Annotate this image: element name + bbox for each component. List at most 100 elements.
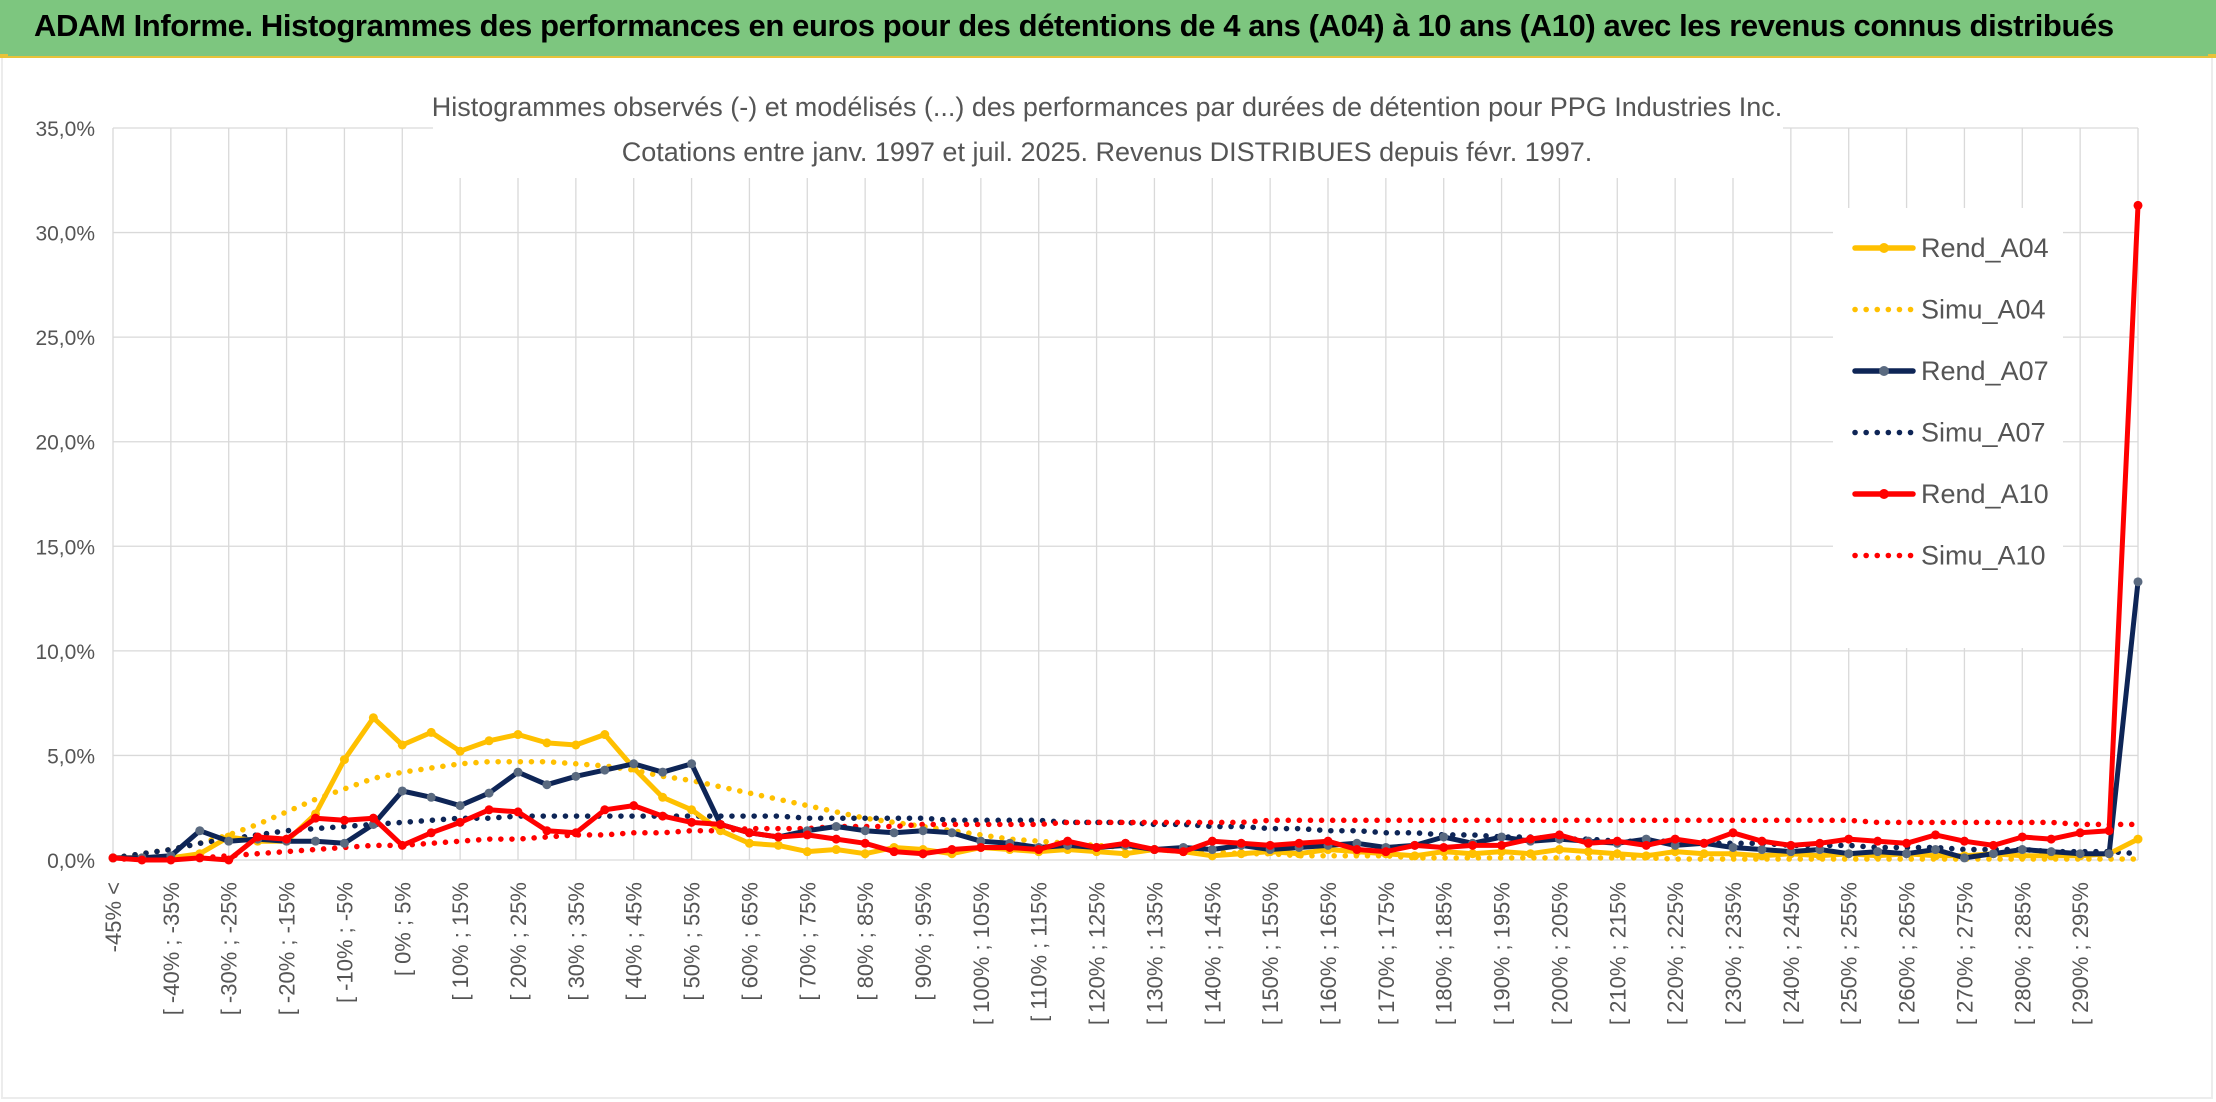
x-tick-label: [ 270% ; 275% (1952, 882, 1977, 1025)
data-point-rend_a10 (687, 817, 697, 827)
data-point-rend_a10 (2017, 832, 2027, 842)
data-point-rend_a04 (773, 840, 783, 850)
x-tick-label: [ 220% ; 225% (1663, 882, 1688, 1025)
data-point-rend_a04 (1410, 851, 1420, 861)
data-point-rend_a07 (542, 780, 552, 790)
data-point-rend_a07 (2075, 849, 2085, 859)
x-tick-label: [ 190% ; 195% (1490, 882, 1515, 1025)
data-point-rend_a10 (1902, 838, 1912, 848)
data-point-rend_a10 (802, 830, 812, 840)
data-point-rend_a10 (1178, 847, 1188, 857)
data-point-rend_a07 (1786, 847, 1796, 857)
data-point-rend_a10 (1468, 840, 1478, 850)
data-point-rend_a04 (1468, 849, 1478, 859)
data-point-rend_a10 (1497, 840, 1507, 850)
data-point-rend_a07 (1757, 845, 1767, 855)
x-tick-label: [ 180% ; 185% (1432, 882, 1457, 1025)
data-point-rend_a04 (600, 730, 610, 740)
data-point-rend_a10 (195, 853, 205, 863)
x-tick-label: [ 230% ; 235% (1721, 882, 1746, 1025)
data-point-rend_a07 (947, 828, 957, 838)
data-point-rend_a07 (224, 836, 234, 846)
data-point-rend_a10 (1439, 842, 1449, 852)
x-tick-label: [ 200% ; 205% (1547, 882, 1572, 1025)
data-point-rend_a10 (253, 832, 263, 842)
x-tick-label: [ 0% ; 5% (390, 882, 415, 976)
y-tick-label: 25,0% (35, 327, 95, 350)
y-tick-label: 0,0% (47, 850, 95, 873)
data-point-rend_a10 (860, 838, 870, 848)
data-point-rend_a04 (2017, 851, 2027, 861)
data-point-rend_a10 (629, 801, 639, 811)
x-tick-label: [ 290% ; 295% (2068, 882, 2093, 1025)
y-tick-label: 10,0% (35, 641, 95, 664)
legend-label-simu_a10: Simu_A10 (1921, 541, 2046, 571)
data-point-rend_a04 (397, 740, 407, 750)
data-point-rend_a10 (1063, 836, 1073, 846)
x-tick-label: [ 130% ; 135% (1142, 882, 1167, 1025)
data-point-rend_a04 (1526, 849, 1535, 859)
x-tick-label: [ -10% ; -5% (332, 882, 357, 1003)
data-point-rend_a10 (1207, 836, 1217, 846)
x-tick-label: [ -20% ; -15% (275, 882, 300, 1015)
data-point-rend_a04 (1612, 849, 1622, 859)
data-point-rend_a10 (1294, 838, 1304, 848)
data-point-rend_a07 (889, 828, 899, 838)
data-point-rend_a07 (1931, 845, 1940, 855)
data-point-rend_a10 (1670, 834, 1680, 844)
chart-title-background (433, 76, 1783, 178)
data-point-rend_a07 (976, 836, 986, 846)
data-point-rend_a07 (311, 836, 320, 846)
data-point-rend_a10 (831, 834, 841, 844)
y-tick-label: 35,0% (35, 118, 95, 141)
data-point-rend_a10 (1873, 836, 1883, 846)
data-point-rend_a10 (455, 817, 465, 827)
data-point-rend_a04 (831, 845, 841, 855)
data-point-rend_a04 (1815, 851, 1825, 861)
data-point-rend_a04 (1931, 851, 1940, 861)
chart-frame: Histogrammes observés (-) et modélisés (… (1, 58, 2213, 1099)
data-point-rend_a04 (1670, 847, 1680, 857)
data-point-rend_a07 (1844, 849, 1854, 859)
x-tick-label: [ 160% ; 165% (1316, 882, 1341, 1025)
corner-accent-right (2208, 54, 2216, 58)
data-point-rend_a10 (2075, 828, 2085, 838)
data-point-rend_a10 (1988, 840, 1998, 850)
data-point-rend_a10 (1352, 845, 1362, 855)
data-point-rend_a07 (1902, 849, 1912, 859)
data-point-rend_a10 (1786, 840, 1796, 850)
data-point-rend_a07 (600, 765, 610, 775)
data-point-rend_a04 (455, 746, 465, 756)
data-point-rend_a04 (542, 738, 552, 748)
data-point-rend_a10 (1583, 838, 1593, 848)
data-point-rend_a10 (108, 853, 118, 863)
data-point-rend_a10 (311, 813, 320, 823)
data-point-rend_a10 (1844, 834, 1854, 844)
data-point-rend_a07 (1207, 845, 1217, 855)
data-point-rend_a10 (1699, 838, 1709, 848)
data-point-rend_a10 (397, 840, 407, 850)
data-point-rend_a07 (339, 838, 349, 848)
data-point-rend_a07 (1728, 842, 1738, 852)
data-point-rend_a07 (1497, 832, 1507, 842)
data-point-rend_a04 (802, 847, 812, 857)
data-point-rend_a10 (947, 845, 957, 855)
data-point-rend_a04 (1583, 847, 1593, 857)
x-tick-label: [ 90% ; 95% (911, 882, 936, 1001)
data-point-rend_a04 (1554, 845, 1564, 855)
data-point-rend_a04 (1207, 851, 1217, 861)
data-point-rend_a07 (687, 759, 697, 769)
x-tick-label: [ 50% ; 55% (680, 882, 705, 1001)
legend-marker-rend_a04 (1879, 243, 1889, 253)
data-point-rend_a10 (1410, 840, 1420, 850)
data-point-rend_a10 (976, 842, 986, 852)
x-tick-label: -45% < (101, 882, 126, 952)
data-point-rend_a10 (1526, 834, 1535, 844)
data-point-rend_a10 (1323, 836, 1333, 846)
data-point-rend_a10 (918, 849, 928, 859)
legend-label-rend_a04: Rend_A04 (1921, 233, 2049, 263)
data-point-rend_a10 (166, 855, 176, 865)
data-point-rend_a07 (484, 788, 494, 798)
y-tick-label: 30,0% (35, 223, 95, 246)
data-point-rend_a10 (658, 811, 668, 821)
